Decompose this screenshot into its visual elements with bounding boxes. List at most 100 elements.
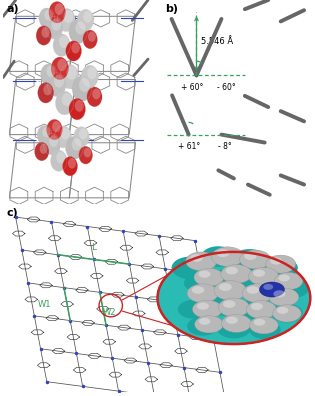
Circle shape: [198, 270, 210, 278]
Circle shape: [187, 317, 218, 336]
Circle shape: [56, 152, 65, 164]
Circle shape: [53, 34, 70, 56]
Circle shape: [60, 128, 70, 140]
Circle shape: [197, 303, 209, 310]
Circle shape: [55, 3, 64, 15]
Circle shape: [263, 284, 273, 290]
Circle shape: [92, 89, 100, 99]
Text: a): a): [6, 4, 19, 14]
Circle shape: [71, 42, 80, 53]
Circle shape: [57, 59, 67, 71]
Circle shape: [184, 274, 215, 292]
Circle shape: [207, 295, 242, 316]
Circle shape: [42, 27, 50, 38]
Circle shape: [88, 31, 96, 42]
Circle shape: [178, 300, 209, 319]
Circle shape: [87, 87, 102, 107]
Circle shape: [45, 17, 63, 39]
Circle shape: [51, 57, 68, 80]
Circle shape: [269, 288, 299, 306]
Circle shape: [75, 21, 86, 34]
Circle shape: [273, 290, 285, 297]
Circle shape: [59, 36, 69, 48]
Circle shape: [40, 144, 47, 154]
Circle shape: [43, 133, 60, 155]
Circle shape: [172, 257, 209, 279]
Circle shape: [68, 158, 76, 169]
Circle shape: [35, 142, 49, 161]
Circle shape: [214, 281, 246, 300]
Circle shape: [272, 305, 301, 322]
Circle shape: [83, 11, 92, 23]
Circle shape: [66, 137, 83, 159]
Circle shape: [54, 74, 64, 88]
Text: + 61°: + 61°: [178, 142, 200, 151]
Circle shape: [60, 64, 79, 89]
Circle shape: [52, 18, 61, 30]
Circle shape: [194, 268, 224, 286]
Circle shape: [46, 65, 55, 77]
Circle shape: [249, 267, 278, 286]
Circle shape: [74, 127, 89, 147]
Text: W1: W1: [38, 300, 51, 308]
Circle shape: [192, 286, 204, 294]
Circle shape: [212, 268, 249, 291]
Circle shape: [247, 286, 259, 294]
Circle shape: [49, 2, 66, 23]
Text: + 60°: + 60°: [181, 83, 203, 91]
Circle shape: [57, 8, 75, 32]
Circle shape: [38, 83, 54, 103]
Circle shape: [277, 307, 288, 314]
Circle shape: [48, 73, 66, 97]
Circle shape: [52, 121, 61, 132]
Circle shape: [226, 317, 238, 324]
Circle shape: [69, 19, 87, 44]
Circle shape: [242, 284, 273, 303]
Circle shape: [49, 135, 58, 147]
Circle shape: [231, 249, 268, 272]
Circle shape: [186, 252, 217, 271]
Circle shape: [192, 300, 222, 318]
Circle shape: [42, 127, 50, 137]
Text: - 60°: - 60°: [217, 83, 236, 91]
Circle shape: [79, 78, 90, 92]
Circle shape: [66, 66, 77, 80]
Circle shape: [187, 284, 218, 303]
Circle shape: [238, 299, 273, 320]
Circle shape: [253, 270, 265, 277]
Circle shape: [278, 274, 290, 282]
Text: - 8°: - 8°: [218, 142, 232, 151]
Text: 5.546 Å: 5.546 Å: [201, 37, 233, 46]
Circle shape: [54, 126, 72, 148]
Circle shape: [62, 93, 72, 106]
Circle shape: [72, 138, 81, 151]
Circle shape: [245, 274, 279, 295]
Circle shape: [158, 252, 310, 344]
Circle shape: [219, 283, 232, 291]
Circle shape: [37, 126, 52, 145]
Circle shape: [201, 246, 236, 267]
Circle shape: [36, 26, 51, 45]
Circle shape: [50, 150, 67, 171]
Circle shape: [77, 10, 94, 30]
Circle shape: [199, 318, 210, 325]
Text: L: L: [91, 243, 96, 252]
Circle shape: [83, 30, 97, 49]
Circle shape: [72, 76, 92, 101]
Circle shape: [278, 279, 309, 298]
Text: W2: W2: [103, 308, 117, 317]
Circle shape: [63, 157, 77, 176]
Circle shape: [84, 148, 91, 157]
Circle shape: [266, 255, 296, 273]
Circle shape: [246, 301, 276, 319]
Circle shape: [249, 321, 281, 339]
Text: c): c): [6, 208, 18, 218]
Circle shape: [264, 257, 298, 278]
Circle shape: [43, 84, 52, 95]
Circle shape: [47, 120, 62, 140]
Circle shape: [223, 300, 236, 308]
Circle shape: [195, 316, 223, 333]
Circle shape: [79, 128, 88, 139]
Circle shape: [69, 99, 85, 120]
Circle shape: [216, 249, 229, 257]
